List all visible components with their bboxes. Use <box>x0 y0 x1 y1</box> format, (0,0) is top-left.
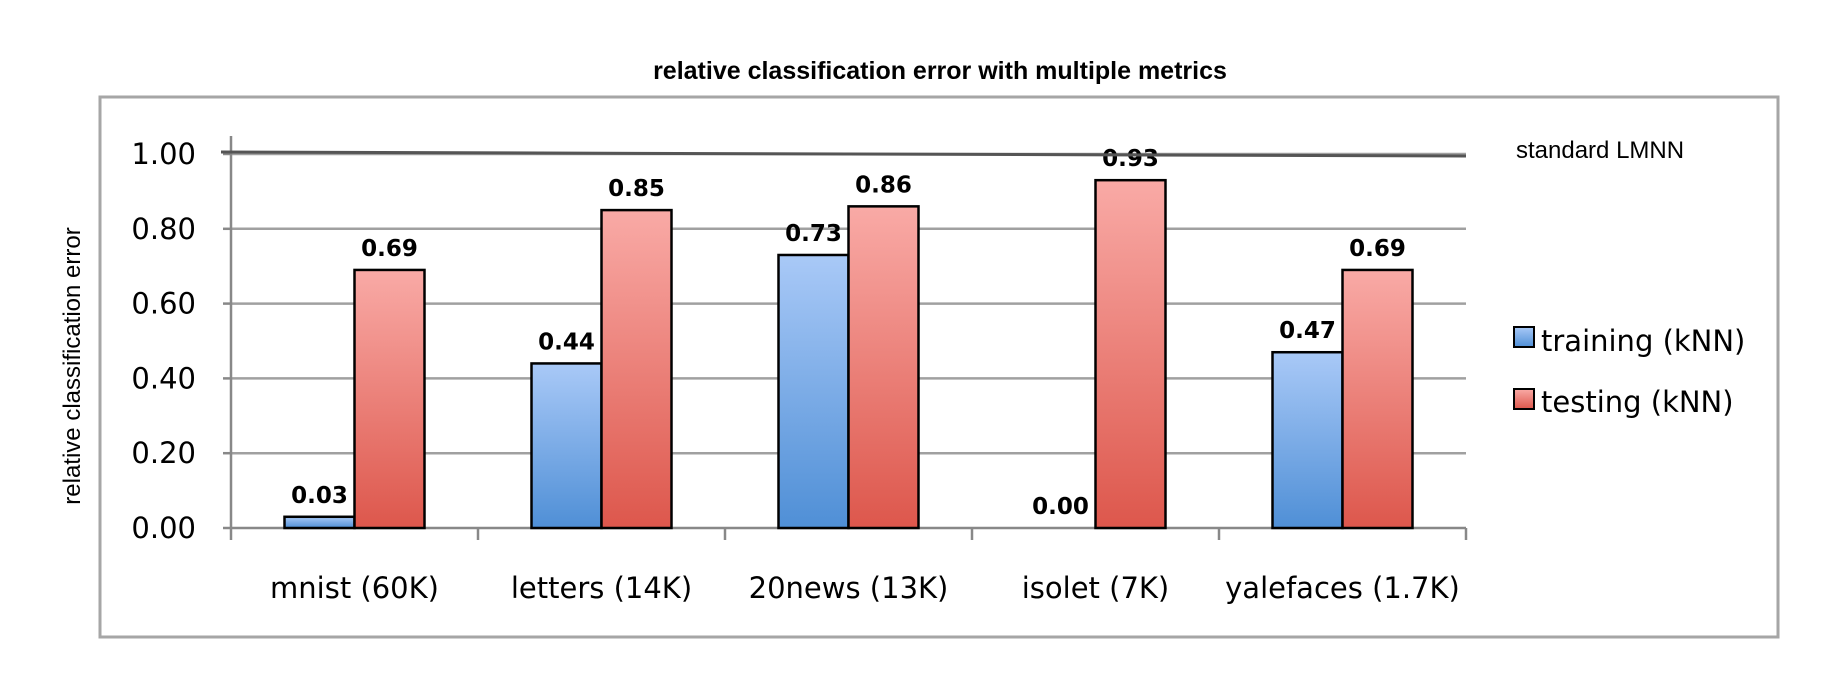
y-tick-label: 0.40 <box>131 361 196 395</box>
plot-frame <box>98 95 1780 639</box>
data-label-training-3: 0.00 <box>1032 494 1089 520</box>
data-label-training-0: 0.03 <box>291 483 348 509</box>
bar-testing-0 <box>353 268 426 530</box>
chart-title: relative classification error with multi… <box>653 57 1227 85</box>
legend-swatch-testing <box>1513 388 1535 410</box>
reference-line-label: standard LMNN <box>1516 137 1684 164</box>
legend-label-testing: testing (kNN) <box>1541 385 1734 419</box>
legend-label-training: training (kNN) <box>1541 324 1745 358</box>
y-tick-label: 0.60 <box>131 287 196 321</box>
data-label-training-1: 0.44 <box>538 329 595 355</box>
x-tick-label-0: mnist (60K) <box>270 571 439 605</box>
y-tick-labels: 0.00 0.20 0.40 0.60 0.80 1.00 <box>131 137 196 545</box>
data-label-training-2: 0.73 <box>785 221 842 247</box>
y-tick-label: 1.00 <box>131 137 196 171</box>
bar-training-1 <box>530 362 603 530</box>
x-tick-label-3: isolet (7K) <box>1022 571 1170 605</box>
bar-testing-4 <box>1341 268 1414 530</box>
bar-training-0 <box>283 515 356 530</box>
bar-testing-3 <box>1094 178 1167 530</box>
data-labels: 0.03 0.69 0.44 0.85 0.73 0.86 0.00 0.93 0.47 0.69 <box>291 146 1406 520</box>
bars <box>283 178 1414 530</box>
data-label-testing-0: 0.69 <box>361 236 418 262</box>
bar-training-2 <box>777 253 850 530</box>
bar-testing-2 <box>847 205 920 530</box>
reference-line <box>220 150 1467 158</box>
y-tick-label: 0.20 <box>131 436 196 470</box>
data-label-testing-2: 0.86 <box>855 172 912 198</box>
y-axis-label: relative classification error <box>59 227 86 504</box>
data-label-testing-1: 0.85 <box>608 176 665 202</box>
x-tick-labels: mnist (60K) letters (14K) 20news (13K) isol… <box>270 571 1460 605</box>
x-tick-label-1: letters (14K) <box>511 571 692 605</box>
x-tick-label-4: yalefaces (1.7K) <box>1225 571 1460 605</box>
data-label-testing-3: 0.93 <box>1102 146 1159 172</box>
data-label-testing-4: 0.69 <box>1349 236 1406 262</box>
legend: training (kNN) testing (kNN) <box>1513 324 1745 419</box>
legend-swatch-training <box>1513 326 1535 348</box>
y-tick-label: 0.80 <box>131 212 196 246</box>
bar-training-4 <box>1271 350 1344 530</box>
bar-testing-1 <box>600 208 673 530</box>
data-label-training-4: 0.47 <box>1279 318 1336 344</box>
y-tick-label: 0.00 <box>131 511 196 545</box>
x-tick-label-2: 20news (13K) <box>749 571 949 605</box>
